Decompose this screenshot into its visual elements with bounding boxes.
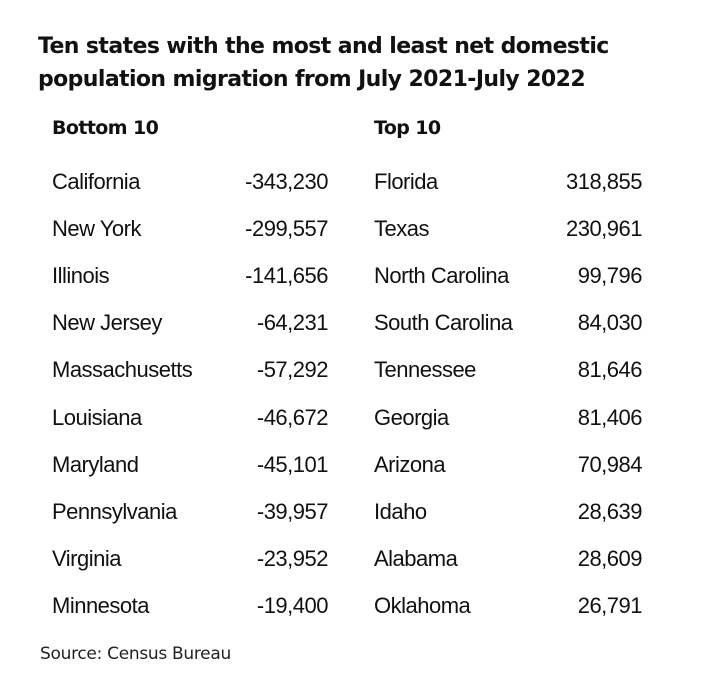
state-name: South Carolina xyxy=(374,310,513,336)
migration-value: -46,672 xyxy=(256,404,329,430)
table-row: Arizona 70,984 xyxy=(374,441,643,488)
migration-value: 230,961 xyxy=(565,215,643,241)
migration-value: 84,030 xyxy=(577,310,643,336)
migration-value: -64,231 xyxy=(256,310,329,336)
state-name: Minnesota xyxy=(52,593,150,619)
state-name: Virginia xyxy=(52,546,121,572)
bottom-10-list: California -343,230 New York -299,557 Illino… xyxy=(52,158,329,630)
top-10-heading: Top 10 xyxy=(374,117,441,139)
state-name: Oklahoma xyxy=(374,593,471,619)
table-row: New Jersey -64,231 xyxy=(52,300,329,347)
state-name: Florida xyxy=(374,168,438,194)
migration-value: -299,557 xyxy=(245,215,328,241)
state-name: Arizona xyxy=(374,451,446,477)
state-name: Pennsylvania xyxy=(52,498,177,524)
table-row: Alabama 28,609 xyxy=(374,536,643,583)
table-row: California -343,230 xyxy=(52,158,328,205)
migration-value: -141,656 xyxy=(245,262,328,288)
migration-value: 318,855 xyxy=(565,168,643,194)
migration-value: -23,952 xyxy=(256,546,329,572)
table-row: Maryland -45,101 xyxy=(52,441,329,488)
source-note: Source: Census Bureau xyxy=(40,644,231,664)
migration-value: -343,230 xyxy=(245,168,328,194)
table-row: New York -299,557 xyxy=(52,205,328,252)
migration-value: -19,400 xyxy=(256,593,329,619)
table-row: Illinois -141,656 xyxy=(52,252,328,299)
migration-value: -39,957 xyxy=(256,498,329,524)
migration-value: 99,796 xyxy=(577,262,643,288)
state-name: Tennessee xyxy=(374,357,476,383)
table-row: Idaho 28,639 xyxy=(374,488,643,535)
migration-value: 28,609 xyxy=(577,546,643,572)
table-row: Texas 230,961 xyxy=(374,205,643,252)
state-name: Texas xyxy=(374,215,429,241)
migration-value: 81,406 xyxy=(577,404,643,430)
state-name: Georgia xyxy=(374,404,449,430)
migration-value: 28,639 xyxy=(577,498,643,524)
table-row: Minnesota -19,400 xyxy=(52,583,329,630)
table-row: Louisiana -46,672 xyxy=(52,394,329,441)
state-name: Illinois xyxy=(52,262,110,288)
state-name: California xyxy=(52,168,140,194)
chart-title: Ten states with the most and least net d… xyxy=(38,34,609,92)
state-name: Alabama xyxy=(374,546,458,572)
table-row: South Carolina 84,030 xyxy=(374,300,643,347)
state-name: Louisiana xyxy=(52,404,142,430)
state-name: Maryland xyxy=(52,451,139,477)
migration-value: 81,646 xyxy=(577,357,643,383)
state-name: New Jersey xyxy=(52,310,162,336)
migration-value: 26,791 xyxy=(577,593,643,619)
table-row: Florida 318,855 xyxy=(374,158,643,205)
bottom-10-heading: Bottom 10 xyxy=(52,117,159,139)
table-row: Oklahoma 26,791 xyxy=(374,583,643,630)
table-row: Tennessee 81,646 xyxy=(374,347,643,394)
migration-value: -57,292 xyxy=(256,357,329,383)
state-name: New York xyxy=(52,215,141,241)
top-10-list: Florida 318,855 Texas 230,961 North Carolina… xyxy=(374,158,643,630)
migration-value: 70,984 xyxy=(577,451,643,477)
state-name: North Carolina xyxy=(374,262,509,288)
table-row: Pennsylvania -39,957 xyxy=(52,488,329,535)
table-row: North Carolina 99,796 xyxy=(374,252,643,299)
state-name: Massachusetts xyxy=(52,357,193,383)
state-name: Idaho xyxy=(374,498,427,524)
table-row: Massachusetts -57,292 xyxy=(52,347,329,394)
table-row: Georgia 81,406 xyxy=(374,394,643,441)
table-row: Virginia -23,952 xyxy=(52,536,329,583)
migration-value: -45,101 xyxy=(256,451,329,477)
